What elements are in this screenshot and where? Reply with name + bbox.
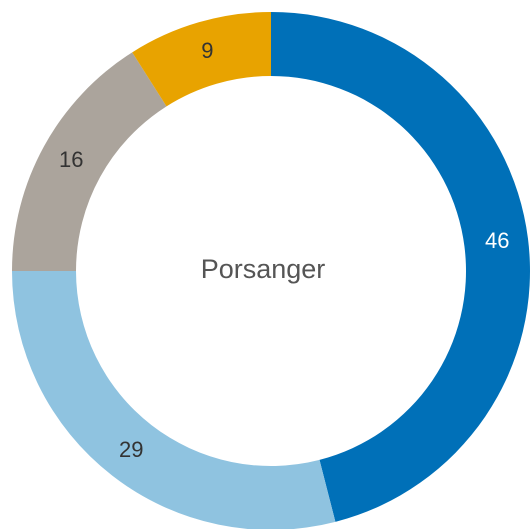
value-label: 46 <box>485 228 509 253</box>
value-label: 9 <box>201 38 213 63</box>
value-label: 16 <box>59 147 83 172</box>
donut-segment <box>12 271 336 529</box>
center-label: Porsanger <box>201 254 326 284</box>
donut-segment <box>12 52 167 272</box>
value-label: 29 <box>119 437 143 462</box>
donut-segment <box>132 12 271 107</box>
donut-segment <box>271 11 531 522</box>
